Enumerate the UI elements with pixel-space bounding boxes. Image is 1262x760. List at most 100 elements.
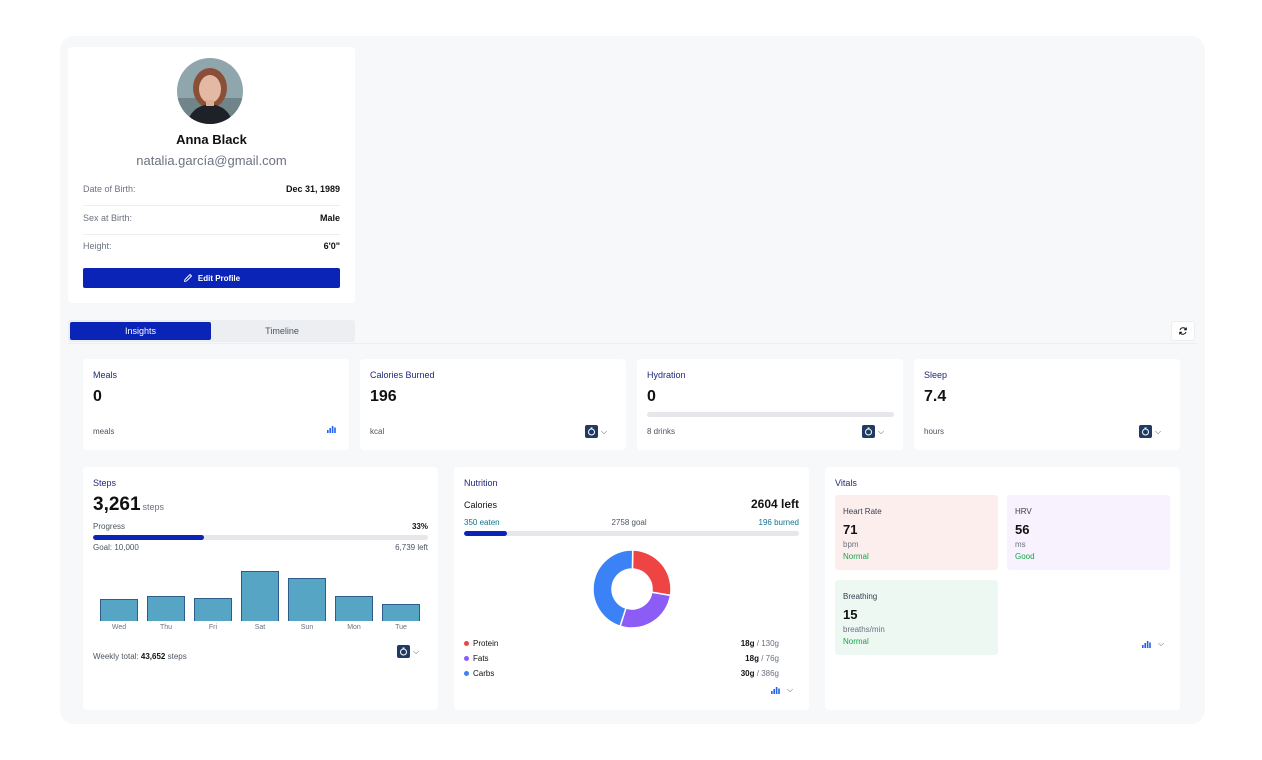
sleep-title: Sleep xyxy=(924,370,948,380)
nutrition-view-select[interactable]: ⌵ xyxy=(771,686,793,694)
macro-name: Fats xyxy=(473,654,489,663)
profile-card: Anna Black natalia.garcía@gmail.com Date… xyxy=(68,47,355,303)
steps-card: Steps 3,261 steps Progress 33% Goal: 10,0… xyxy=(83,467,438,710)
meals-title: Meals xyxy=(93,370,118,380)
bar-label: Thu xyxy=(159,624,173,631)
bar-label: Tue xyxy=(395,624,407,631)
meals-value: 0 xyxy=(93,388,102,405)
breathing-tile: Breathing 15 breaths/min Normal xyxy=(835,580,998,655)
progress-label: Progress xyxy=(93,522,126,531)
weekly-label: Weekly total: xyxy=(93,652,139,661)
protein-dot xyxy=(464,641,469,647)
progress-percent: 33% xyxy=(411,522,428,531)
bar-chart-icon xyxy=(327,426,336,433)
calories-title: Calories Burned xyxy=(370,370,435,380)
bar-tue xyxy=(382,604,420,621)
nutrition-title: Nutrition xyxy=(464,478,498,488)
bar-label: Mon xyxy=(347,624,361,631)
steps-progress-bar xyxy=(93,535,428,540)
sex-label: Sex at Birth: xyxy=(83,213,133,223)
steps-goal: Goal: 10,000 xyxy=(93,543,139,552)
bar-thu xyxy=(147,596,185,621)
refresh-icon xyxy=(1179,327,1187,335)
ring-icon xyxy=(862,425,875,438)
refresh-button[interactable] xyxy=(1171,321,1195,341)
vital-unit: ms xyxy=(1015,540,1026,549)
dob-label: Date of Birth: xyxy=(83,184,136,194)
bar-label: Fri xyxy=(208,624,218,631)
sleep-view-select[interactable]: ⌵ xyxy=(1139,425,1161,438)
hydration-value: 0 xyxy=(647,388,656,405)
steps-count: 3,261 xyxy=(93,494,141,515)
vital-value: 56 xyxy=(1015,522,1030,537)
hydration-unit: 8 drinks xyxy=(647,427,676,436)
chevron-down-icon: ⌵ xyxy=(787,685,794,694)
chevron-down-icon: ⌵ xyxy=(878,426,885,436)
ring-icon xyxy=(397,645,410,658)
bar-sat xyxy=(241,571,279,621)
vital-name: Breathing xyxy=(843,592,878,601)
dob-value: Dec 31, 1989 xyxy=(285,184,340,194)
donut-slice-fats xyxy=(619,591,672,629)
macro-row-protein: Protein 18g / 130g xyxy=(464,639,779,648)
vital-name: HRV xyxy=(1015,507,1032,516)
bar-fri xyxy=(194,598,232,621)
macro-row-carbs: Carbs 30g / 386g xyxy=(464,669,779,678)
calories-progress-fill xyxy=(464,531,507,536)
bar-label: Wed xyxy=(111,624,127,631)
vital-value: 71 xyxy=(843,522,858,537)
vital-unit: bpm xyxy=(843,540,859,549)
steps-bar-chart xyxy=(93,565,428,621)
calories-label: Calories xyxy=(464,500,498,510)
calories-value: 196 xyxy=(370,388,397,405)
calories-unit: kcal xyxy=(370,427,385,436)
chevron-down-icon: ⌵ xyxy=(601,426,608,436)
avatar xyxy=(177,58,243,124)
fats-dot xyxy=(464,656,469,662)
macros-donut-chart xyxy=(592,549,672,629)
steps-progress-footer: Goal: 10,000 6,739 left xyxy=(93,543,428,552)
calories-view-select[interactable]: ⌵ xyxy=(585,425,607,438)
bar-sun xyxy=(288,578,326,621)
vitals-card: Vitals Heart Rate 71 bpm Normal HRV 56 m… xyxy=(825,467,1180,710)
macro-goal: / 76g xyxy=(761,654,779,663)
chevron-down-icon: ⌵ xyxy=(1155,426,1162,436)
divider xyxy=(68,343,1196,344)
hydration-progress xyxy=(647,412,894,417)
vitals-title: Vitals xyxy=(835,478,857,488)
steps-title: Steps xyxy=(93,478,117,488)
sleep-value: 7.4 xyxy=(924,388,947,405)
bar-mon xyxy=(335,596,373,621)
chevron-down-icon: ⌵ xyxy=(1158,639,1165,648)
sleep-card: Sleep 7.4 hours ⌵ xyxy=(914,359,1180,450)
chevron-down-icon: ⌵ xyxy=(413,646,420,656)
tab-timeline[interactable]: Timeline xyxy=(265,326,299,336)
profile-name: Anna Black xyxy=(176,132,247,147)
steps-value: 3,261 steps xyxy=(93,494,164,516)
macro-amount: 30g xyxy=(740,669,755,678)
calories-breakdown: 350 eaten 2758 goal 196 burned xyxy=(464,518,799,527)
weekly-total: Weekly total: 43,652 steps xyxy=(93,652,187,661)
vitals-view-select[interactable]: ⌵ xyxy=(1142,640,1164,648)
calories-progress-bar xyxy=(464,531,799,536)
bar-label: Sun xyxy=(300,624,314,631)
height-value: 6'0" xyxy=(323,241,340,251)
macro-amount: 18g xyxy=(745,654,759,663)
calories-card: Calories Burned 196 kcal ⌵ xyxy=(360,359,626,450)
bar-wed xyxy=(100,599,138,621)
hydration-view-select[interactable]: ⌵ xyxy=(862,425,884,438)
donut-slice-carbs xyxy=(592,549,634,628)
profile-email: natalia.garcía@gmail.com xyxy=(136,153,287,168)
macro-goal: / 130g xyxy=(756,639,779,648)
tab-insights[interactable]: Insights xyxy=(70,322,211,340)
steps-left: 6,739 left xyxy=(395,543,428,552)
meals-chart-toggle[interactable] xyxy=(327,425,336,433)
calories-eaten: 350 eaten xyxy=(464,518,500,527)
heart-rate-tile: Heart Rate 71 bpm Normal xyxy=(835,495,998,570)
vital-status: Normal xyxy=(843,637,869,646)
steps-view-select[interactable]: ⌵ xyxy=(397,645,419,658)
donut-slice-protein xyxy=(631,549,672,597)
edit-profile-button[interactable]: Edit Profile xyxy=(83,268,340,288)
macro-goal: / 386g xyxy=(756,669,779,678)
bar-label: Sat xyxy=(254,624,266,631)
